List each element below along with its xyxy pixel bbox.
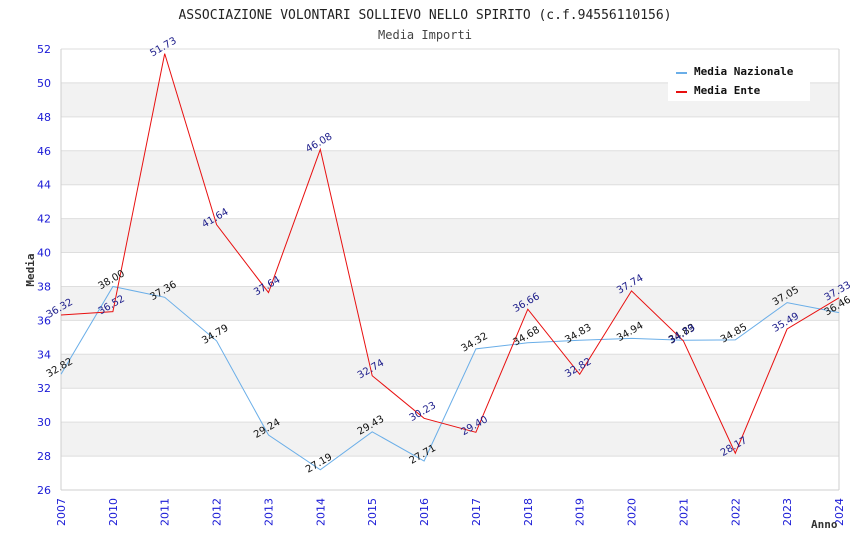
x-axis-label: Anno (811, 518, 838, 531)
data-label-media-ente: 51.73 (148, 35, 178, 59)
x-tick-label: 2011 (159, 498, 172, 526)
x-tick-label: 2023 (781, 498, 794, 526)
background-band (61, 422, 839, 457)
legend: Media Nazionale Media Ente (668, 60, 810, 101)
legend-label-media-nazionale: Media Nazionale (694, 65, 794, 78)
data-label-media-nazionale: 34.85 (719, 322, 749, 346)
data-label-media-nazionale: 34.79 (200, 323, 230, 347)
x-tick-labels: 2007 2010 2011 2012 2013 2014 2015 2016 2017 2018… (55, 498, 846, 526)
chart-subtitle: Media Importi (378, 28, 472, 42)
x-tick-label: 2015 (366, 498, 379, 526)
x-tick-label: 2010 (107, 498, 120, 526)
data-label-media-nazionale: 34.68 (511, 325, 541, 349)
y-tick-label: 32 (37, 382, 51, 395)
x-tick-label: 2007 (55, 498, 68, 526)
data-label-media-nazionale: 34.94 (615, 320, 645, 344)
y-tick-label: 50 (37, 77, 51, 90)
background-band (61, 150, 839, 185)
y-tick-label: 52 (37, 43, 51, 56)
gridlines (61, 48, 839, 491)
y-tick-labels: 26 28 30 32 34 36 38 40 42 44 46 48 50 52 (37, 43, 51, 497)
x-tick-label: 2024 (833, 498, 846, 526)
x-tick-label: 2013 (262, 498, 275, 526)
background-band (61, 218, 839, 253)
y-axis-label: Media (24, 253, 37, 286)
y-tick-label: 48 (37, 111, 51, 124)
legend-box (668, 60, 810, 101)
y-tick-label: 40 (37, 247, 51, 260)
legend-label-media-ente: Media Ente (694, 84, 761, 97)
y-tick-label: 38 (37, 280, 51, 293)
series-line-media-ente (60, 53, 840, 455)
y-tick-label: 42 (37, 213, 51, 226)
series-lines (60, 53, 840, 471)
background-band (61, 354, 839, 389)
x-tick-label: 2020 (626, 498, 639, 526)
y-tick-label: 34 (37, 348, 51, 361)
y-tick-label: 30 (37, 416, 51, 429)
background-bands (61, 82, 839, 457)
x-tick-label: 2012 (211, 498, 224, 526)
y-tick-label: 26 (37, 484, 51, 497)
y-tick-label: 28 (37, 450, 51, 463)
y-tick-label: 46 (37, 145, 51, 158)
x-tick-label: 2017 (470, 498, 483, 526)
data-label-media-ente: 34.79 (667, 323, 697, 347)
chart-title: ASSOCIAZIONE VOLONTARI SOLLIEVO NELLO SP… (178, 8, 671, 23)
x-tick-label: 2022 (729, 498, 742, 526)
x-tick-label: 2021 (677, 498, 690, 526)
x-tick-label: 2014 (314, 498, 327, 526)
x-tick-label: 2016 (418, 498, 431, 526)
y-tick-label: 44 (37, 179, 51, 192)
data-label-media-nazionale: 34.83 (563, 322, 593, 346)
y-tick-label: 36 (37, 314, 51, 327)
x-tick-label: 2019 (574, 498, 587, 526)
x-tick-label: 2018 (522, 498, 535, 526)
background-band (61, 286, 839, 321)
series-line-media-nazionale (60, 285, 840, 471)
